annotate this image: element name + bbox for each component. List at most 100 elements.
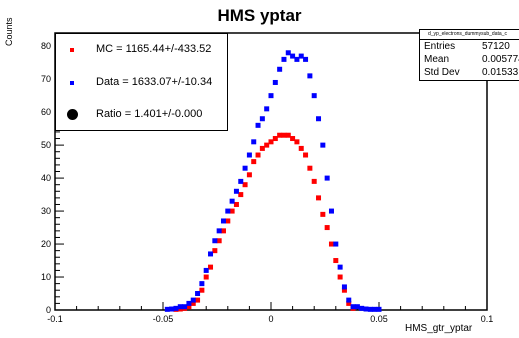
mc-point [203,274,209,280]
data-point [354,304,360,310]
mc-point [246,172,252,178]
data-point [359,305,365,311]
data-point [372,306,378,312]
data-point [341,284,347,290]
stats-row-entries: Entries 57120 [424,41,519,53]
mc-point [281,132,287,138]
stats-key-stddev: Std Dev [424,67,460,78]
data-point [337,264,343,270]
mc-point [290,136,296,142]
mc-point [298,145,304,151]
data-point [259,116,265,122]
x-tick-label: -0.1 [47,314,63,324]
mc-point [233,201,239,207]
data-point [333,241,339,247]
data-point [177,304,183,310]
stats-row-stddev: Std Dev 0.01533 [424,67,519,79]
mc-point [341,287,347,293]
legend-label-ratio: Ratio = 1.401+/-0.000 [96,108,203,120]
legend-item-mc: MC = 1165.44+/-433.52 [56,42,227,58]
data-point [367,306,373,312]
data-point [303,56,309,62]
data-point [320,142,326,148]
x-axis-label: HMS_gtr_yptar [405,323,473,334]
mc-point [333,258,339,264]
data-point [324,175,330,181]
data-marks [164,50,382,312]
mc-point [277,132,283,138]
mc-point [190,300,196,306]
data-point [233,188,239,194]
data-point [328,208,334,214]
legend-item-ratio: Ratio = 1.401+/-0.000 [56,107,227,123]
data-point [212,238,218,244]
mc-point [229,208,235,214]
data-point [272,79,278,85]
axes: -0.1 -0.05 0 0.05 0.1 0 10 20 30 40 50 60 70 80 [41,32,494,324]
data-point [298,53,304,59]
data-point [290,53,296,59]
y-tick-label: 60 [41,107,51,117]
data-point [350,304,356,310]
mc-point [311,178,317,184]
mc-point [220,228,226,234]
legend-marker-ratio [67,109,78,120]
data-point [216,228,222,234]
data-point [164,306,170,312]
mc-point [285,132,291,138]
mc-point [259,145,265,151]
data-point [255,122,261,128]
data-point [268,93,274,99]
data-point [307,73,313,79]
data-point [229,198,235,204]
mc-point [294,139,300,145]
data-point [251,139,257,145]
data-point [208,251,214,257]
x-tick-label: 0.1 [481,314,494,324]
y-tick-label: 40 [41,173,51,183]
data-point [294,56,300,62]
y-tick-label: 0 [46,305,51,315]
mc-point [272,136,278,142]
data-point [173,305,179,311]
y-tick-label: 30 [41,206,51,216]
y-tick-label: 70 [41,74,51,84]
legend: MC = 1165.44+/-433.52 Data = 1633.07+/-1… [55,33,228,131]
legend-marker-mc [70,48,74,52]
stats-value-mean: 0.005774 [482,54,519,65]
y-tick-label: 80 [41,41,51,51]
mc-point [307,165,313,171]
mc-point [320,211,326,217]
data-point [281,56,287,62]
stats-key-entries: Entries [424,41,456,52]
mc-point [238,192,244,198]
data-point [277,66,283,72]
mc-point [208,264,214,270]
stats-box: d_yp_electrons_dummysub_data_c Entries 5… [419,29,519,81]
data-point [195,291,201,297]
data-point [169,306,175,312]
data-point [316,116,322,122]
mc-point [199,287,205,293]
mc-point [324,225,330,231]
data-point [346,297,352,303]
mc-point [251,159,257,165]
mc-point [216,238,222,244]
legend-item-data: Data = 1633.07+/-10.34 [56,75,227,91]
legend-marker-data [70,81,74,85]
mc-point [186,304,192,310]
data-point [311,93,317,99]
stats-value-stddev: 0.01533 [482,67,519,78]
mc-point [346,300,352,306]
stats-header: d_yp_electrons_dummysub_data_c [420,30,519,40]
y-tick-label: 20 [41,239,51,249]
data-point [190,297,196,303]
mc-point [212,248,218,254]
mc-point [264,142,270,148]
mc-point [255,152,261,158]
data-point [225,208,231,214]
mc-point [337,274,343,280]
x-tick-label: 0 [268,314,273,324]
data-point [182,304,188,310]
